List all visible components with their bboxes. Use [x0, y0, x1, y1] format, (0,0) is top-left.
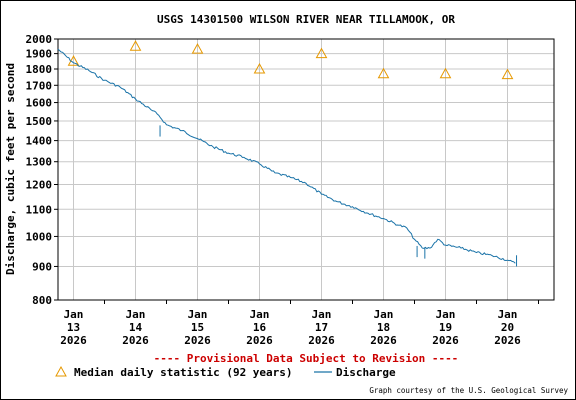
discharge-series-line: [57, 48, 516, 264]
legend-triangle-icon: [55, 365, 67, 377]
x-tick-label: 2026: [494, 334, 521, 347]
legend-median-label: Median daily statistic (92 years): [74, 366, 293, 379]
x-tick-label: Jan: [498, 308, 518, 321]
provisional-note: ---- Provisional Data Subject to Revisio…: [154, 352, 459, 365]
x-tick-label: Jan: [374, 308, 394, 321]
median-point: [315, 47, 328, 59]
y-tick-label: 900: [32, 260, 52, 273]
x-tick-label: 2026: [308, 334, 335, 347]
x-axis-ticks: Jan132026Jan142026Jan152026Jan162026Jan1…: [60, 300, 539, 347]
median-point: [501, 68, 514, 80]
x-tick-label: Jan: [312, 308, 332, 321]
x-tick-label: 14: [129, 321, 143, 334]
x-tick-label: Jan: [250, 308, 270, 321]
x-tick-label: 20: [501, 321, 514, 334]
y-tick-label: 800: [32, 294, 52, 307]
x-tick-label: Jan: [436, 308, 456, 321]
x-tick-label: Jan: [126, 308, 146, 321]
y-tick-label: 1300: [26, 156, 53, 169]
x-tick-label: Jan: [64, 308, 84, 321]
x-tick-label: 13: [67, 321, 80, 334]
x-tick-label: 18: [377, 321, 390, 334]
x-tick-label: 2026: [432, 334, 459, 347]
y-axis-label: Discharge, cubic feet per second: [4, 63, 17, 275]
y-tick-label: 1700: [26, 79, 53, 92]
median-point: [191, 43, 204, 54]
median-point: [439, 67, 452, 79]
grid-lines: [58, 38, 554, 301]
x-tick-label: Jan: [188, 308, 208, 321]
chart-title: USGS 14301500 WILSON RIVER NEAR TILLAMOO…: [157, 13, 455, 26]
x-tick-label: 2026: [60, 334, 87, 347]
y-axis-ticks: 800 900 1000 1100 1200 1300 1400 1500 1600 1700 18…: [26, 33, 58, 307]
x-tick-label: 16: [253, 321, 267, 334]
x-tick-label: 2026: [246, 334, 273, 347]
x-tick-label: 2026: [370, 334, 397, 347]
median-point: [253, 62, 266, 74]
y-tick-label: 1900: [26, 48, 53, 61]
x-tick-label: 15: [191, 321, 204, 334]
y-tick-label: 2000: [26, 33, 53, 46]
y-tick-label: 1200: [26, 179, 53, 192]
legend: Median daily statistic (92 years) Discha…: [55, 365, 396, 379]
y-tick-label: 1000: [26, 230, 53, 243]
x-tick-label: 17: [315, 321, 328, 334]
y-tick-label: 1600: [26, 97, 53, 110]
median-point: [129, 40, 142, 51]
y-tick-label: 1500: [26, 115, 53, 128]
y-tick-label: 1400: [26, 135, 53, 148]
x-tick-label: 2026: [184, 334, 211, 347]
y-tick-label: 1100: [26, 203, 53, 216]
credit-text: Graph courtesy of the U.S. Geological Su…: [369, 386, 568, 395]
median-point: [377, 67, 390, 79]
x-tick-label: 2026: [122, 334, 149, 347]
series-layer: [57, 40, 518, 267]
plot-area: [57, 38, 555, 301]
y-tick-label: 1800: [26, 63, 53, 76]
legend-discharge-label: Discharge: [336, 366, 396, 379]
x-tick-label: 19: [439, 321, 452, 334]
